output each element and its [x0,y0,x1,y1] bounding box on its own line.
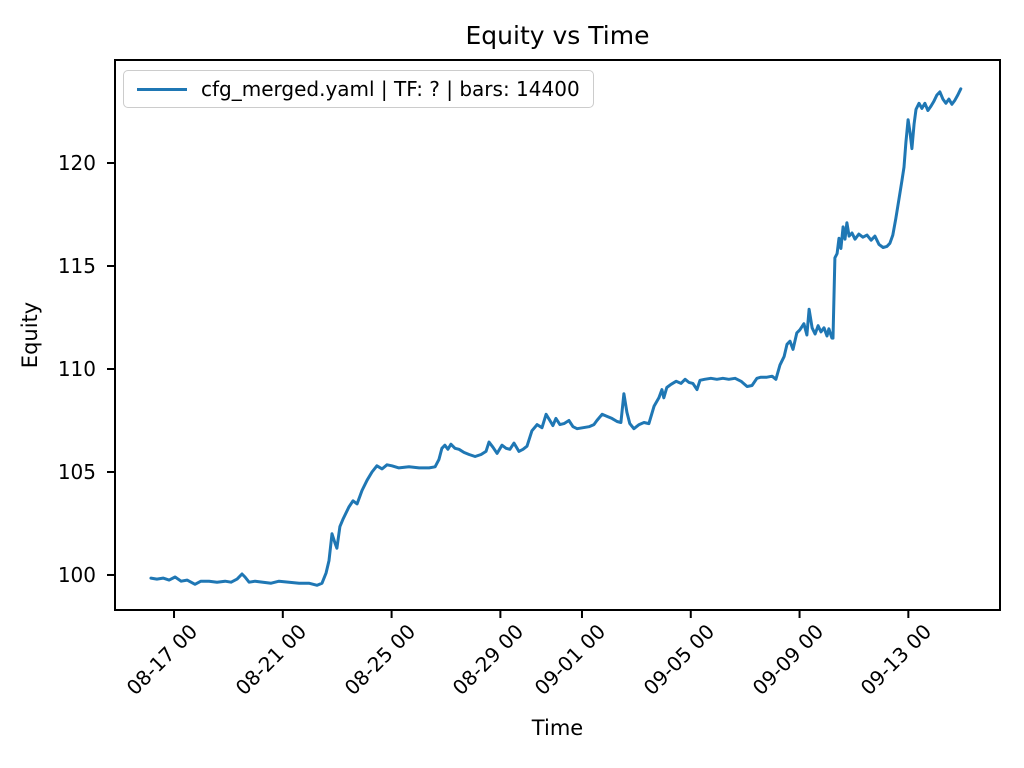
equity-line-series [149,87,963,587]
y-tick-label: 100 [57,562,96,587]
y-tick-label: 105 [57,459,96,484]
y-tick-label: 120 [57,150,96,175]
legend-label: cfg_merged.yaml | TF: ? | bars: 14400 [201,77,580,101]
axes-spines [114,59,1001,611]
chart-title: Equity vs Time [465,21,650,50]
legend-line-sample [137,87,187,91]
legend-box: cfg_merged.yaml | TF: ? | bars: 14400 [123,70,594,108]
x-axis-label: Time [531,716,584,740]
y-tick-label: 115 [57,253,96,278]
y-tick-label: 110 [57,356,96,381]
